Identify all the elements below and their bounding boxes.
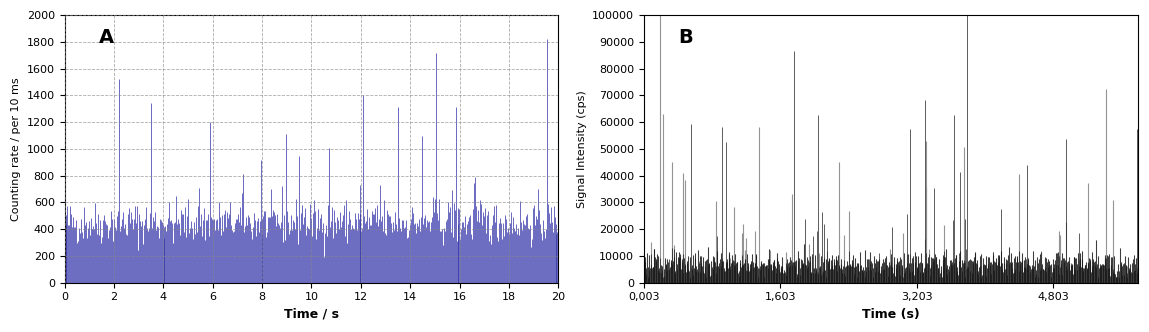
X-axis label: Time / s: Time / s bbox=[284, 308, 339, 321]
Y-axis label: Counting rate / per 10 ms: Counting rate / per 10 ms bbox=[11, 77, 21, 221]
Text: B: B bbox=[679, 29, 693, 47]
X-axis label: Time (s): Time (s) bbox=[862, 308, 920, 321]
Y-axis label: Signal Intensity (cps): Signal Intensity (cps) bbox=[577, 90, 587, 208]
Text: A: A bbox=[99, 29, 114, 47]
